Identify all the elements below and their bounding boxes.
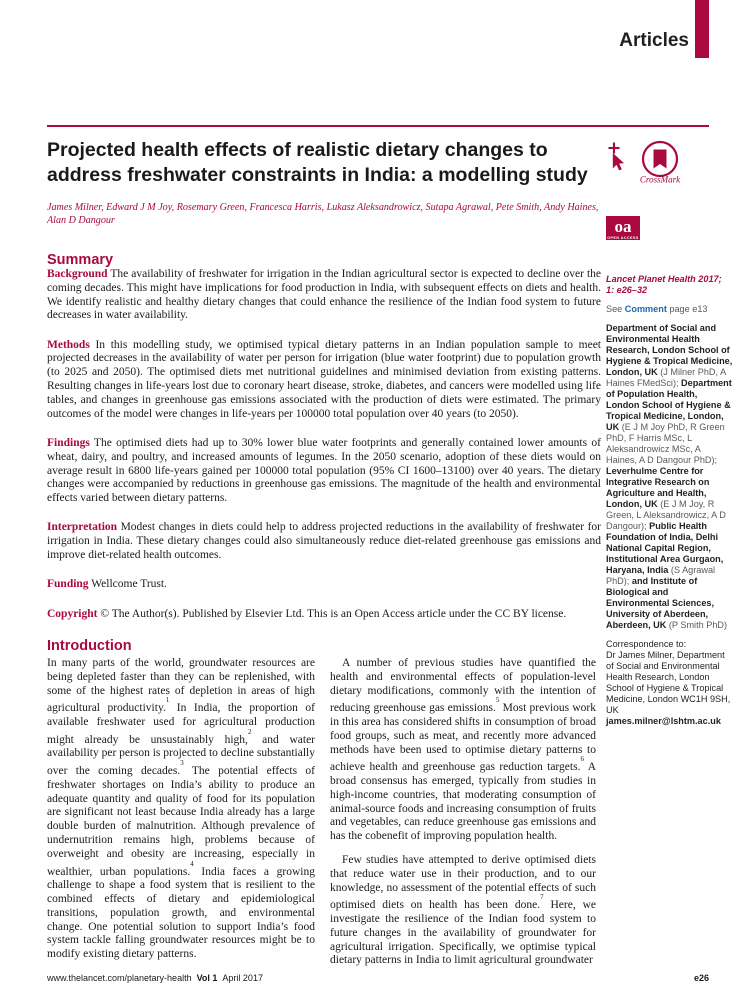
svg-text:CrossMark: CrossMark bbox=[640, 175, 681, 185]
